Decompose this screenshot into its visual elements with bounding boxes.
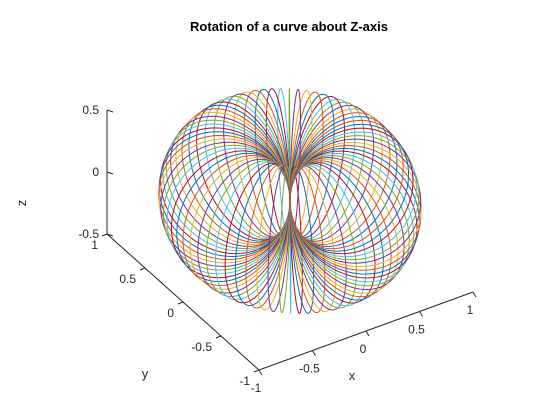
- x-tick-label: -0.5: [299, 362, 320, 376]
- y-tick: [177, 301, 184, 305]
- z-tick: [106, 233, 114, 237]
- y-tick-label: 1: [91, 238, 98, 252]
- axes: -1-0.500.51-1-0.500.51-0.500.5: [78, 103, 477, 395]
- y-tick-label: 0: [167, 306, 174, 320]
- x-tick-label: -1: [251, 381, 262, 395]
- z-axis-label: z: [14, 200, 29, 207]
- x-tick: [258, 369, 263, 376]
- x-tick: [472, 291, 477, 298]
- x-tick-label: 0.5: [408, 323, 425, 337]
- y-tick: [253, 369, 260, 373]
- x-tick-label: 1: [467, 303, 474, 317]
- x-tick-label: 0: [360, 342, 367, 356]
- z-tick: [106, 109, 114, 113]
- y-tick-label: -1: [239, 374, 250, 388]
- chart-title: Rotation of a curve about Z-axis: [190, 19, 388, 34]
- z-tick: [106, 171, 114, 175]
- x-tick: [312, 350, 316, 356]
- x-tick: [419, 311, 423, 317]
- y-tick-label: 0.5: [119, 272, 136, 286]
- x-axis-label: x: [349, 368, 356, 383]
- y-tick: [215, 335, 222, 339]
- y-axis-label: y: [142, 366, 149, 381]
- curves: [158, 87, 422, 315]
- y-tick: [101, 233, 108, 237]
- curve-72: [289, 119, 404, 250]
- z-tick-label: 0: [92, 165, 99, 179]
- y-tick: [139, 267, 146, 271]
- x-tick: [365, 330, 370, 337]
- z-tick-label: -0.5: [78, 227, 99, 241]
- y-tick-label: -0.5: [191, 340, 212, 354]
- z-tick-label: 0.5: [82, 103, 99, 117]
